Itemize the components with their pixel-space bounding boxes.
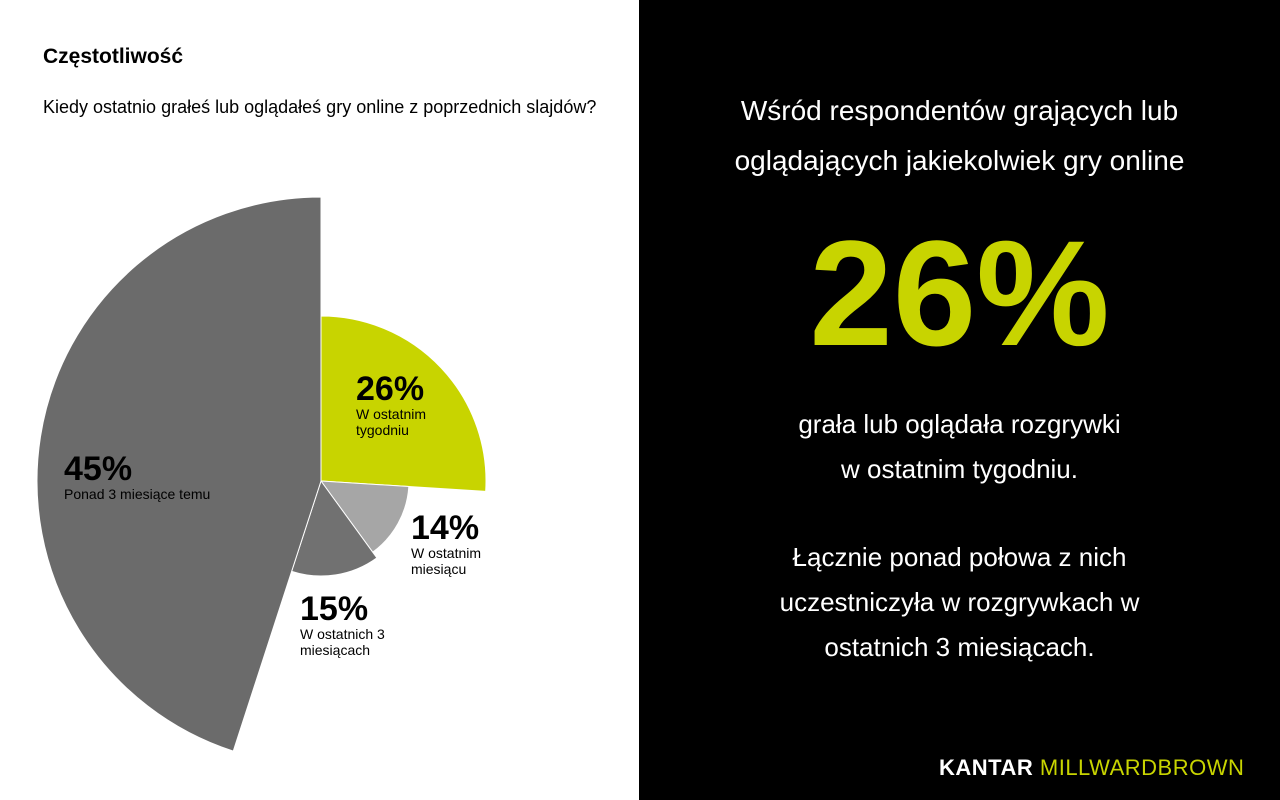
pie-slice-4 [36, 196, 322, 752]
summary-text-1: grała lub oglądała rozgrywki w ostatnim … [798, 409, 1121, 484]
rose-pie-chart [36, 196, 487, 752]
chart-panel: Częstotliwość Kiedy ostatnio grałeś lub … [0, 0, 639, 800]
category-label: Ponad 3 miesiące temu [64, 486, 211, 502]
kantar-millwardbrown-logo: KANTAR MILLWARDBROWN [939, 755, 1244, 781]
pie-slice-2 [319, 480, 410, 553]
survey-question: Kiedy ostatnio grałeś lub oglądałeś gry … [43, 97, 597, 117]
logo-millwardbrown: MILLWARDBROWN [1039, 755, 1245, 780]
summary-headline: Wśród respondentów grających lub oglądaj… [734, 95, 1185, 176]
highlight-value: 26% [809, 209, 1110, 377]
data-label: 26% [356, 370, 425, 408]
logo-kantar: KANTAR [939, 755, 1034, 780]
summary-panel: Wśród respondentów grających lub oglądaj… [639, 0, 1280, 800]
slide-title: Częstotliwość [43, 45, 184, 68]
slice-label-3months: 15% W ostatnich 3 miesiącach [300, 592, 392, 658]
category-label: W ostatnich 3 miesiącach [300, 626, 385, 658]
category-label: W ostatnim miesiącu [411, 545, 482, 577]
pie-slice-3 [291, 479, 378, 577]
data-label: 45% [64, 450, 133, 488]
slice-label-week: 26% W ostatnim tygodniu [356, 372, 436, 438]
pie-slice-1 [320, 315, 487, 492]
data-label: 15% [300, 590, 369, 628]
slice-label-over3months: 45% Ponad 3 miesiące temu [64, 452, 244, 502]
category-label: W ostatnim tygodniu [356, 406, 427, 438]
slice-label-month: 14% W ostatnim miesiącu [411, 511, 491, 577]
summary-text-2: Łącznie ponad połowa z nich uczestniczył… [779, 542, 1140, 662]
data-label: 14% [411, 509, 480, 547]
